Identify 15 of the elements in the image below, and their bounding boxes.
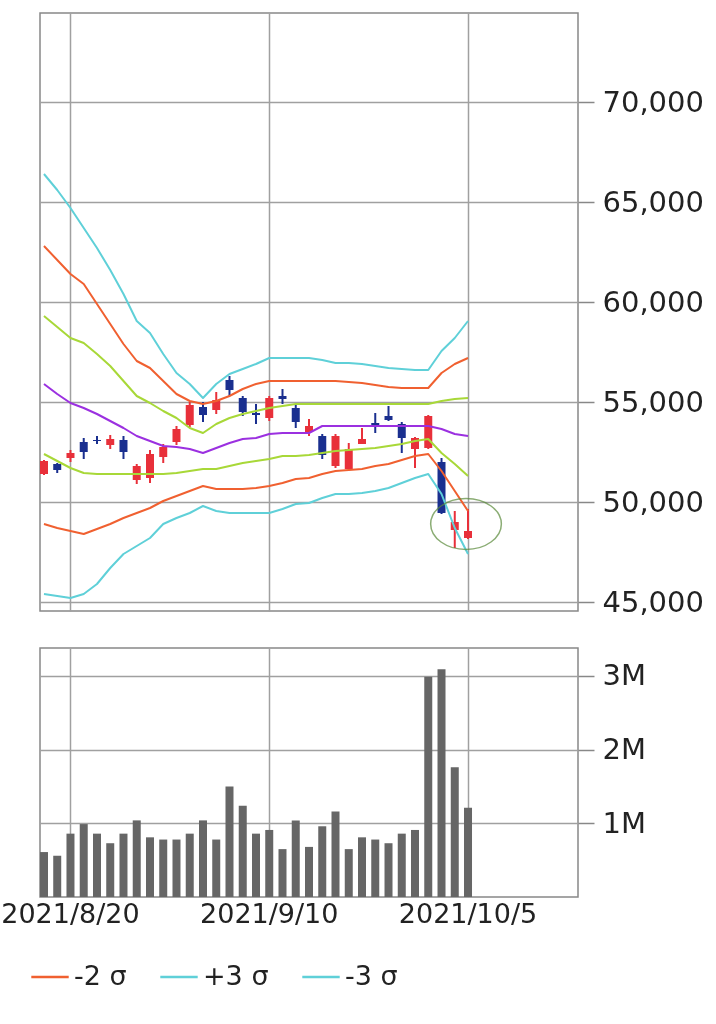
y-tick-label: 55,000 [602,384,704,419]
y-tick-label: 65,000 [602,184,704,219]
y-tick-label: 1M [602,805,646,840]
legend-label: -2 σ [74,960,127,991]
x-tick-label: 2021/10/5 [398,897,538,929]
x-tick-label: 2021/8/20 [1,897,140,929]
legend-label: -3 σ [345,960,398,991]
y-tick-label: 70,000 [602,84,704,119]
y-tick-label: 60,000 [602,284,704,319]
y-tick-label: 45,000 [602,584,704,619]
legend-label: +3 σ [203,960,269,991]
y-tick-label: 3M [602,658,646,693]
y-tick-label: 50,000 [602,484,704,519]
y-tick-label: 2M [602,732,646,767]
x-tick-label: 2021/9/10 [200,897,339,929]
